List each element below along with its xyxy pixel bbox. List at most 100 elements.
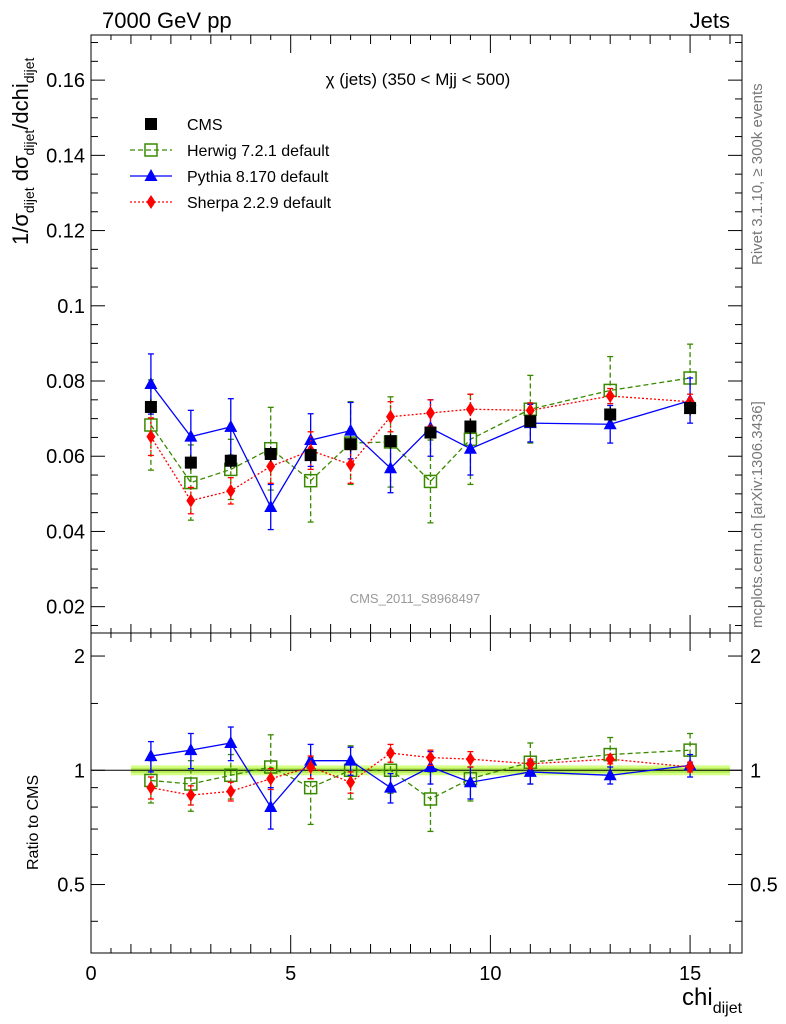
ratio-pythia-point — [344, 753, 358, 766]
ratio-sherpa-point — [605, 752, 615, 767]
ratio-y-axis-title: Ratio to CMS — [25, 775, 42, 870]
main-cms-point — [684, 402, 697, 415]
main-y-tick-label: 0.1 — [57, 296, 85, 318]
main-y-tick-label: 0.02 — [46, 597, 85, 619]
ratio-y-tick-label: 1 — [74, 760, 85, 782]
main-y-axis-title: 1/σdijet dσdijet/dchidijet — [8, 57, 37, 245]
main-pythia-line — [150, 383, 691, 509]
main-cms-point — [264, 447, 277, 460]
main-cms-point — [604, 408, 617, 421]
main-cms-point — [384, 435, 397, 448]
legend-label-sherpa: Sherpa 2.2.9 default — [187, 195, 332, 212]
main-cms-point — [344, 438, 357, 451]
main-herwig-point — [303, 473, 318, 488]
main-sherpa-point — [386, 409, 396, 424]
main-sherpa-point — [266, 459, 276, 474]
header-left: 7000 GeV pp — [102, 8, 232, 33]
ratio-herwig-point — [224, 768, 238, 783]
ratio-sherpa-point — [226, 784, 236, 799]
ratio-y-tick-label: 0.5 — [57, 875, 85, 897]
main-y-tick-label: 0.14 — [46, 145, 85, 167]
main-sherpa-point — [146, 429, 156, 444]
main-cms-point — [524, 415, 537, 428]
legend-marker-herwig — [144, 143, 158, 157]
main-pythia-point — [603, 417, 617, 430]
ratio-y-tick-label-right: 0.5 — [750, 875, 778, 897]
ratio-sherpa-point — [146, 780, 156, 795]
main-pythia-point — [304, 433, 318, 446]
main-pythia-point — [184, 429, 198, 442]
ratio-sherpa-point — [306, 760, 316, 775]
main-sherpa-point — [425, 405, 435, 420]
ratio-y-tick-label-right: 1 — [750, 760, 761, 782]
plot-title: χ (jets) (350 < Mjj < 500) — [326, 70, 511, 89]
rivet-label: Rivet 3.1.10, ≥ 300k events — [749, 83, 766, 265]
main-herwig-point — [423, 474, 438, 489]
x-tick-label: 0 — [85, 963, 96, 985]
x-tick-label: 10 — [479, 963, 501, 985]
main-sherpa-point — [186, 493, 196, 508]
main-y-tick-label: 0.16 — [46, 70, 85, 92]
svg-text:1/σdijet dσdijet/dchidijet: 1/σdijet dσdijet/dchidijet — [8, 57, 37, 245]
main-sherpa-point — [465, 402, 475, 417]
ratio-plot-frame — [90, 632, 743, 954]
main-y-tick-label: 0.08 — [46, 371, 85, 393]
legend-marker-sherpa — [146, 195, 156, 209]
main-cms-point — [144, 400, 157, 413]
main-cms-point — [224, 454, 237, 467]
ratio-sherpa-point — [346, 775, 356, 790]
main-y-tick-label: 0.06 — [46, 446, 85, 468]
ratio-sherpa-point — [425, 750, 435, 765]
main-y-tick-label: 0.12 — [46, 221, 85, 243]
main-cms-point — [424, 426, 437, 439]
ratio-y-tick-label: 2 — [74, 646, 85, 668]
main-pythia-point — [344, 423, 358, 436]
ratio-pythia-point — [603, 768, 617, 781]
ratio-pythia-point — [224, 735, 238, 748]
ratio-pythia-point — [264, 800, 278, 813]
watermark: CMS_2011_S8968497 — [350, 591, 481, 606]
x-axis-title: chidijet — [682, 984, 743, 1017]
ratio-sherpa-point — [386, 746, 396, 761]
main-sherpa-point — [605, 389, 615, 404]
svg-text:chidijet: chidijet — [682, 984, 743, 1017]
legend-label-pythia: Pythia 8.170 default — [187, 169, 329, 186]
ratio-pythia-point — [384, 780, 398, 793]
main-cms-point — [464, 420, 477, 433]
main-cms-point — [184, 456, 197, 469]
ratio-sherpa-point — [266, 771, 276, 786]
main-y-tick-label: 0.04 — [46, 521, 85, 543]
legend-marker-pythia — [144, 169, 158, 181]
ratio-pythia-point — [523, 764, 537, 777]
mcplots-label: mcplots.cern.ch [arXiv:1306.3436] — [749, 401, 766, 628]
ratio-sherpa-point — [685, 760, 695, 775]
header-right: Jets — [690, 8, 730, 33]
main-sherpa-point — [346, 457, 356, 472]
main-pythia-point — [384, 461, 398, 474]
ratio-pythia-point — [144, 749, 158, 762]
legend: CMS Herwig 7.2.1 default Pythia 8.170 defa… — [130, 117, 332, 212]
ratio-herwig-point — [303, 780, 318, 795]
main-pythia-point — [144, 377, 158, 390]
ratio-pythia-point — [304, 753, 318, 766]
ratio-sherpa-point — [465, 752, 475, 767]
ratio-sherpa-point — [525, 756, 535, 771]
ratio-sherpa-point — [186, 788, 196, 803]
ratio-y-tick-label-right: 2 — [750, 646, 761, 668]
x-tick-label: 5 — [285, 963, 296, 985]
main-sherpa-point — [525, 403, 535, 418]
main-sherpa-line — [150, 395, 691, 502]
ratio-pythia-point — [184, 743, 198, 756]
main-pythia-point — [463, 441, 477, 454]
legend-label-cms: CMS — [187, 117, 223, 134]
main-cms-point — [304, 449, 317, 462]
ratio-herwig-point — [423, 792, 438, 806]
main-pythia-point — [264, 500, 278, 513]
legend-marker-cms — [145, 118, 157, 130]
main-pythia-point — [224, 419, 238, 432]
ratio-pythia-line — [150, 742, 691, 809]
x-tick-label: 15 — [679, 963, 701, 985]
ratio-pythia-point — [463, 775, 477, 788]
main-sherpa-point — [226, 483, 236, 498]
